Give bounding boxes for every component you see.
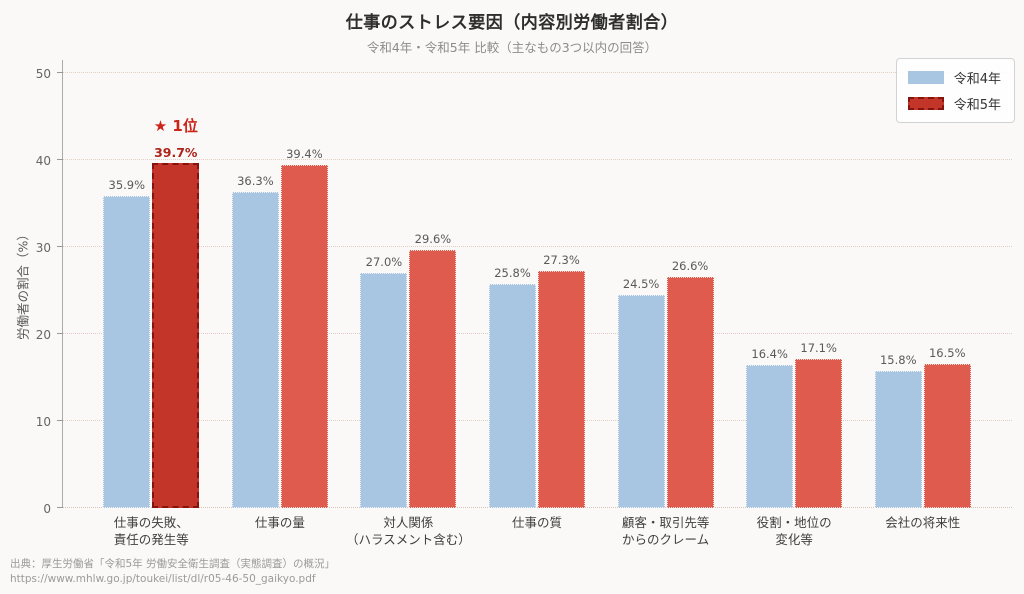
category-label-line: 役割・地位の [756,515,832,530]
category-label-1: 仕事の量 [195,515,365,532]
bar-value-label-令和4年-5: 16.4% [751,347,788,362]
bar-令和5年-4: 26.6% [666,259,714,508]
bar-令和4年-5: 16.4% [746,347,794,508]
category-label-line: （ハラスメント含む） [346,531,471,547]
bar-group-5: 16.4% 17.1% 役割・地位の 変化等 [730,60,859,547]
bar-value-label-令和4年-6: 15.8% [879,352,917,367]
bar-value-label-令和5年-5: 17.1% [800,341,837,356]
y-tick-label-0: 0 [43,501,51,516]
plot-area: 0 10 20 30 40 50 35.9% 39.7% ★ 1位 仕事の失敗、 責任の発生等 36… [36,60,1012,547]
category-label-2: 対人関係 （ハラスメント含む） [323,515,493,549]
bar-value-label-令和5年-3: 27.3% [543,252,580,267]
bar-group-3: 25.8% 27.3% 仕事の質 [473,60,602,530]
bar-value-label-令和5年-1: 39.4% [286,147,323,162]
y-tick-label-30: 30 [35,240,51,255]
y-tick-mark-50 [57,72,63,73]
category-label-line: 変化等 [775,531,813,547]
chart-subtitle: 令和4年・令和5年 比較（主なもの3つ以内の回答） [366,40,658,55]
source-note: 出典：厚生労働省「令和5年 労働安全衛生調査（実態調査）の概況」 https:/… [10,557,335,589]
y-tick-mark-40 [57,159,63,160]
bar-value-label-令和4年-4: 24.5% [622,276,660,291]
legend-entry-reiwa4: 令和4年 [907,68,1001,87]
gridline-0 [63,507,1012,508]
category-label-line: 会社の将来性 [885,515,961,530]
legend-label-reiwa4: 令和4年 [953,72,1001,87]
bar-令和5年-6: 16.5% [923,346,971,508]
legend-entry-reiwa5: 令和5年 [907,94,1001,113]
legend-swatch-reiwa5 [907,97,944,110]
bar-value-label-令和4年-1: 36.3% [237,174,274,189]
bar-令和5年-1: 39.4% [280,147,328,508]
bar-value-label-令和4年-2: 27.0% [365,255,403,270]
category-label-line: 仕事の質 [512,515,563,530]
source-url: https://www.mhlw.go.jp/toukei/list/dl/r0… [10,573,316,586]
category-label-line: 仕事の失敗、 [113,515,189,530]
y-tick-label-10: 10 [35,414,51,429]
chart-title: 仕事のストレス要因（内容別労働者割合） [345,13,679,33]
bar-group-6: 15.8% 16.5% 会社の将来性 [858,60,987,530]
category-label-6: 会社の将来性 [838,515,1008,532]
bar-令和4年-0: 35.9% [103,178,151,508]
bar-value-label-令和5年-4: 26.6% [671,258,709,273]
bar-令和5年-0: 39.7% ★ 1位 [152,117,200,508]
bar-令和5年-2: 29.6% [409,232,457,508]
bar-value-label-令和4年-3: 25.8% [494,265,531,280]
gridline-40 [63,159,1012,160]
category-label-5: 役割・地位の 変化等 [709,515,879,549]
bar-value-label-令和4年-0: 35.9% [108,177,146,192]
bar-令和4年-1: 36.3% [231,174,279,508]
bar-group-2: 27.0% 29.6% 対人関係 （ハラスメント含む） [344,60,473,546]
y-tick-label-50: 50 [35,66,51,81]
gridline-50 [63,72,1012,73]
bar-令和4年-3: 25.8% [489,266,537,508]
legend-swatch-reiwa4 [907,71,944,84]
y-tick-label-40: 40 [35,153,51,168]
gridline-30 [63,246,1012,247]
y-tick-mark-10 [57,420,63,421]
category-label-line: 仕事の量 [254,515,305,530]
y-tick-mark-0 [57,507,63,508]
category-label-line: 責任の発生等 [113,531,189,547]
y-tick-mark-30 [57,246,63,247]
y-tick-mark-20 [57,333,63,334]
bar-value-label-令和5年-0: 39.7% [154,144,198,160]
category-label-0: 仕事の失敗、 責任の発生等 [66,515,236,549]
bar-groups-row: 35.9% 39.7% ★ 1位仕事の失敗、 責任の発生等 36.3% 39.4% 仕事の量… [63,60,1012,547]
bar-group-1: 36.3% 39.4% 仕事の量 [216,60,345,530]
bar-group-0: 35.9% 39.7% ★ 1位仕事の失敗、 責任の発生等 [87,60,216,547]
legend-label-reiwa5: 令和5年 [953,98,1001,113]
y-tick-label-20: 20 [35,327,51,342]
legend: 令和4年 令和5年 [895,58,1015,123]
bar-group-4: 24.5% 26.6% 顧客・取引先等 からのクレーム [601,60,730,547]
category-label-line: 対人関係 [383,515,434,530]
gridline-10 [63,420,1012,421]
source-line: 出典：厚生労働省「令和5年 労働安全衛生調査（実態調査）の概況」 [10,557,336,570]
bar-value-label-令和5年-2: 29.6% [414,232,452,247]
category-label-line: 顧客・取引先等 [621,515,710,530]
bar-令和4年-6: 15.8% [874,353,922,508]
bar-令和4年-2: 27.0% [360,255,408,508]
bar-令和4年-4: 24.5% [617,277,665,508]
gridline-20 [63,333,1012,334]
bar-value-label-令和5年-6: 16.5% [928,346,966,361]
category-label-4: 顧客・取引先等 からのクレーム [581,515,751,549]
rank-annotation: ★ 1位 [153,116,198,135]
category-label-line: からのクレーム [622,531,710,547]
bar-令和5年-3: 27.3% [538,253,586,508]
bar-令和5年-5: 17.1% [795,341,843,508]
category-label-3: 仕事の質 [452,515,622,532]
